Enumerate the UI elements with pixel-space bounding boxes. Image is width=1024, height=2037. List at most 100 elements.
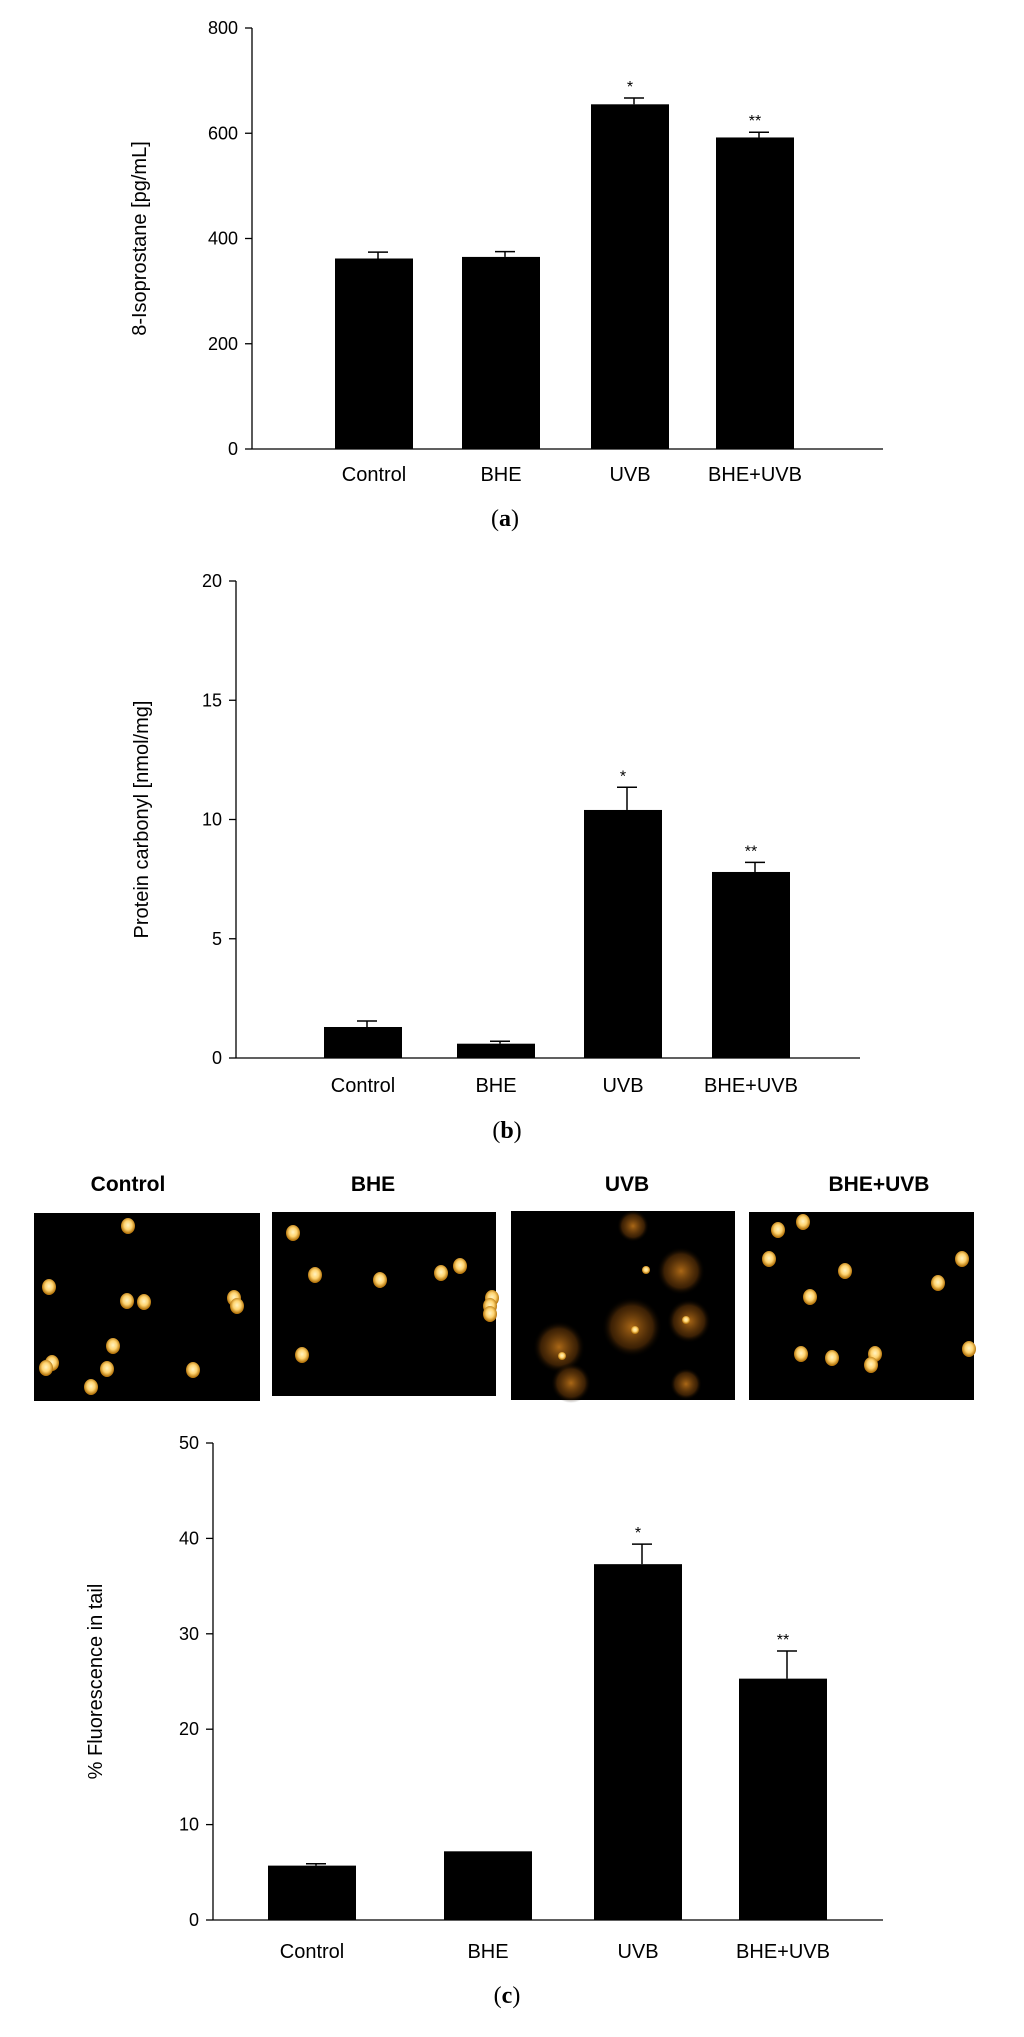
chart-a-isoprostane: 0 200 400 600 800 8-Isoprostane [pg/mL] Contro… bbox=[129, 18, 883, 532]
cell-tail-halo bbox=[670, 1368, 702, 1400]
micrograph-title-bhe-uvb: BHE+UVB bbox=[829, 1173, 930, 1196]
y-tick-label: 10 bbox=[179, 1815, 199, 1835]
bar-uvb bbox=[594, 1564, 682, 1920]
y-tick-label: 0 bbox=[228, 439, 238, 459]
y-tick-label: 0 bbox=[212, 1048, 222, 1068]
cell-nucleus bbox=[762, 1251, 776, 1267]
bar-bhe bbox=[457, 1043, 535, 1058]
panel-label: (c) bbox=[494, 1983, 521, 2009]
significance-marker: * bbox=[620, 768, 626, 785]
micrograph-background bbox=[272, 1212, 496, 1396]
comet-micrographs: Control BHE UVB BHE+UVB bbox=[34, 1173, 976, 1403]
category-label: Control bbox=[331, 1075, 395, 1097]
significance-marker: ** bbox=[777, 1632, 789, 1649]
category-label: BHE+UVB bbox=[704, 1075, 798, 1097]
bar-uvb bbox=[591, 104, 669, 450]
cell-tail-halo bbox=[657, 1247, 705, 1295]
significance-marker: * bbox=[627, 79, 633, 96]
cell-nucleus bbox=[453, 1258, 467, 1274]
bar-bhe bbox=[462, 256, 540, 449]
y-axis-label: Protein carbonyl [nmol/mg] bbox=[131, 701, 153, 939]
y-tick-label: 200 bbox=[208, 334, 238, 354]
category-label: BHE+UVB bbox=[736, 1941, 830, 1963]
category-label: UVB bbox=[602, 1075, 643, 1097]
cell-nucleus bbox=[120, 1293, 134, 1309]
micrograph-bhe bbox=[272, 1212, 499, 1396]
cell-nucleus bbox=[955, 1251, 969, 1267]
panel-label-letter: b bbox=[500, 1118, 513, 1144]
chart-c-fluorescence-tail: 0 10 20 30 40 50 % Fluorescence in tail Control… bbox=[85, 1433, 883, 2009]
cell-nucleus bbox=[137, 1294, 151, 1310]
cell-nucleus bbox=[864, 1357, 878, 1373]
bar-bhe-uvb bbox=[739, 1678, 827, 1920]
category-label: UVB bbox=[609, 464, 650, 486]
bar-bhe-uvb bbox=[712, 871, 790, 1058]
significance-marker: ** bbox=[749, 113, 761, 130]
bar-control bbox=[268, 1865, 356, 1920]
bar-control bbox=[324, 1026, 402, 1058]
micrograph-title-bhe: BHE bbox=[351, 1173, 395, 1196]
y-tick-label: 5 bbox=[212, 929, 222, 949]
bar-bhe bbox=[444, 1851, 532, 1920]
micrograph-control bbox=[34, 1213, 260, 1401]
cell-nucleus bbox=[558, 1352, 566, 1360]
panel-label: (a) bbox=[491, 506, 519, 532]
panel-label-letter: a bbox=[499, 506, 511, 532]
micrograph-title-uvb: UVB bbox=[605, 1173, 649, 1196]
y-tick-label: 30 bbox=[179, 1624, 199, 1644]
cell-nucleus bbox=[483, 1306, 497, 1322]
y-tick-label: 50 bbox=[179, 1433, 199, 1453]
cell-nucleus bbox=[100, 1361, 114, 1377]
cell-nucleus bbox=[682, 1316, 690, 1324]
cell-nucleus bbox=[771, 1222, 785, 1238]
cell-tail-halo bbox=[602, 1297, 662, 1357]
cell-nucleus bbox=[642, 1266, 650, 1274]
y-tick-label: 800 bbox=[208, 18, 238, 38]
bar-control bbox=[335, 258, 413, 449]
category-label: BHE+UVB bbox=[708, 464, 802, 486]
cell-nucleus bbox=[838, 1263, 852, 1279]
significance-marker: ** bbox=[745, 843, 757, 860]
chart-b-protein-carbonyl: 0 5 10 15 20 Protein carbonyl [nmol/mg] Contro… bbox=[131, 571, 860, 1144]
panel-label-letter: c bbox=[502, 1983, 513, 2009]
y-tick-label: 10 bbox=[202, 810, 222, 830]
cell-nucleus bbox=[39, 1360, 53, 1376]
cell-nucleus bbox=[373, 1272, 387, 1288]
cell-nucleus bbox=[186, 1362, 200, 1378]
micrograph-title-control: Control bbox=[91, 1173, 166, 1196]
y-tick-label: 400 bbox=[208, 229, 238, 249]
y-tick-label: 600 bbox=[208, 123, 238, 143]
category-label: Control bbox=[280, 1941, 344, 1963]
micrograph-background bbox=[749, 1212, 974, 1400]
y-axis-label: 8-Isoprostane [pg/mL] bbox=[129, 141, 151, 336]
cell-nucleus bbox=[308, 1267, 322, 1283]
cell-nucleus bbox=[631, 1326, 639, 1334]
y-tick-label: 15 bbox=[202, 690, 222, 710]
micrograph-bhe-uvb bbox=[749, 1212, 976, 1400]
y-tick-label: 20 bbox=[179, 1719, 199, 1739]
cell-nucleus bbox=[931, 1275, 945, 1291]
cell-nucleus bbox=[230, 1298, 244, 1314]
cell-nucleus bbox=[42, 1279, 56, 1295]
cell-nucleus bbox=[286, 1225, 300, 1241]
y-axis-label: % Fluorescence in tail bbox=[85, 1584, 107, 1780]
cell-nucleus bbox=[803, 1289, 817, 1305]
cell-nucleus bbox=[962, 1341, 976, 1357]
cell-nucleus bbox=[295, 1347, 309, 1363]
cell-nucleus bbox=[794, 1346, 808, 1362]
panel-label: (b) bbox=[492, 1118, 521, 1144]
category-label: BHE bbox=[467, 1941, 508, 1963]
cell-nucleus bbox=[84, 1379, 98, 1395]
cell-nucleus bbox=[825, 1350, 839, 1366]
cell-tail-halo bbox=[617, 1210, 649, 1242]
cell-nucleus bbox=[121, 1218, 135, 1234]
category-label: Control bbox=[342, 464, 406, 486]
cell-tail-halo bbox=[533, 1321, 585, 1373]
bar-bhe-uvb bbox=[716, 137, 794, 449]
micrograph-uvb bbox=[511, 1210, 735, 1403]
y-tick-label: 40 bbox=[179, 1528, 199, 1548]
category-label: BHE bbox=[475, 1075, 516, 1097]
y-tick-label: 0 bbox=[189, 1910, 199, 1930]
cell-nucleus bbox=[106, 1338, 120, 1354]
